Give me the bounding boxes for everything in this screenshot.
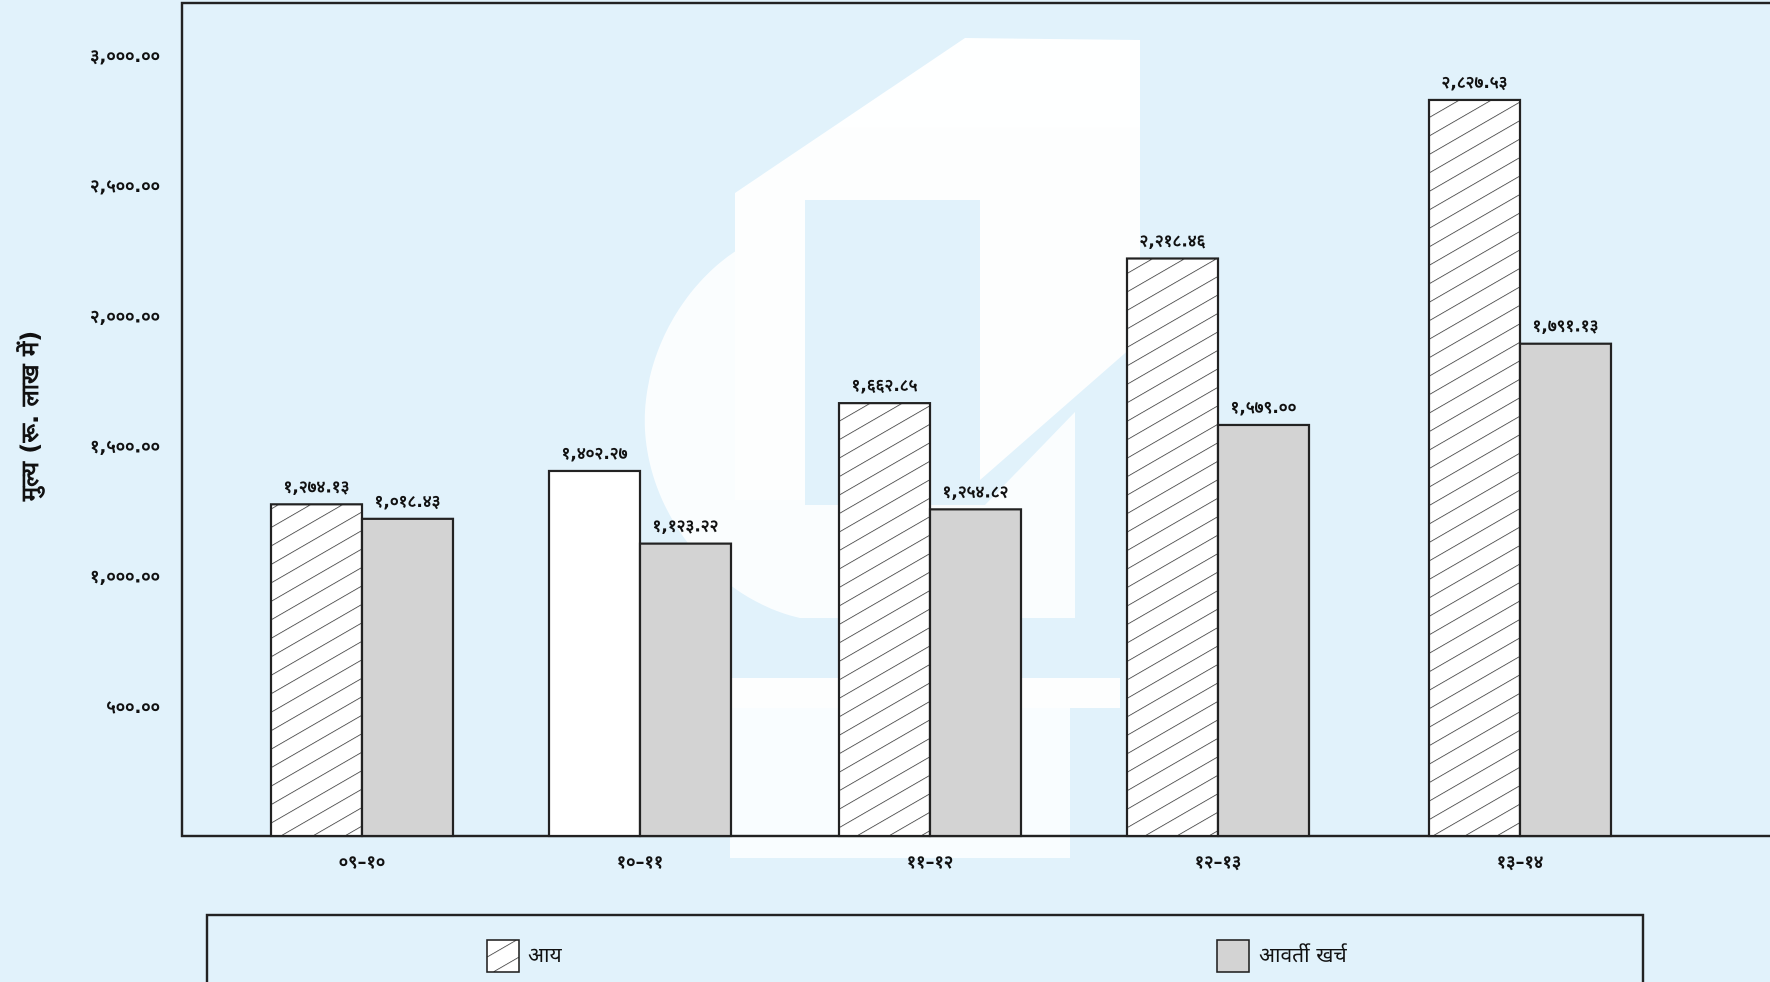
legend-label-expense: आवर्ती खर्च [1259, 943, 1348, 967]
y-tick-label: ३,०००.०० [90, 46, 160, 67]
y-tick-label: २,०००.०० [90, 306, 160, 327]
legend-label-income: आय [528, 943, 562, 967]
x-tick-label: ११–१२ [907, 852, 953, 873]
legend-swatch-income [486, 939, 520, 973]
data-label-income: २,८२७.५३ [1442, 73, 1508, 93]
legend: आय आवर्ती खर्च [205, 913, 1645, 982]
bar-income [1125, 257, 1220, 838]
bar-income [269, 503, 364, 838]
y-tick-label: २,५००.०० [90, 176, 160, 197]
x-tick-label: १२–१३ [1195, 852, 1241, 873]
y-tick-label: १,०००.०० [90, 567, 160, 588]
bar-expense [360, 517, 455, 838]
x-tick-label: १०–११ [617, 852, 663, 873]
bar-income [1427, 98, 1522, 838]
data-label-expense: १,२५४.८२ [943, 482, 1009, 502]
data-label-expense: १,७९१.१३ [1533, 317, 1599, 337]
y-axis-label: मुल्य (रू. लाख में) [16, 331, 45, 502]
bar-expense [638, 542, 733, 838]
plot-area: ५००.०० १,०००.०० १,५००.०० २,०००.०० २,५००.०० ३,… [90, 1, 1770, 873]
bar-income [547, 469, 642, 838]
data-label-income: १,६६२.८५ [852, 376, 918, 396]
data-label-expense: १,१२३.२२ [653, 517, 719, 537]
y-tick-label: १,५००.०० [90, 437, 160, 458]
bar-expense [928, 508, 1023, 838]
data-label-income: १,२७४.१३ [284, 477, 350, 497]
legend-box [205, 913, 1645, 982]
data-label-income: २,२१८.४६ [1140, 232, 1206, 252]
legend-swatch-expense [1216, 939, 1250, 973]
x-tick-label: १३–१४ [1497, 852, 1543, 873]
y-tick-label: ५००.०० [106, 697, 160, 718]
data-label-income: १,४०२.२७ [562, 444, 628, 464]
x-tick-label: ०९–१० [339, 852, 385, 873]
bar-expense [1216, 423, 1311, 838]
data-label-expense: १,५७९.०० [1231, 398, 1297, 418]
data-label-expense: १,०१८.४३ [375, 492, 441, 512]
bar-income [837, 402, 932, 838]
bar-expense [1518, 342, 1613, 838]
